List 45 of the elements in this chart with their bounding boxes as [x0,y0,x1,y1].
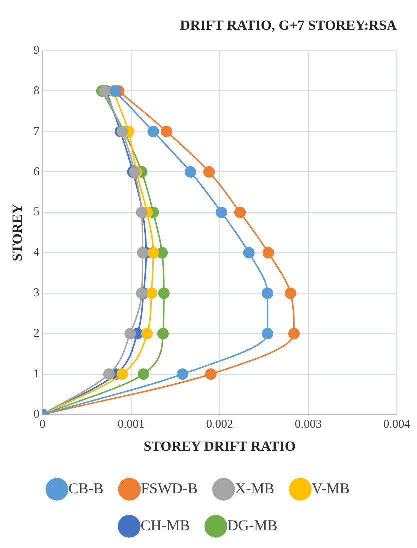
point [243,247,255,259]
point [176,368,188,380]
point [138,368,150,380]
point [284,288,296,300]
x-axis-title: STOREY DRIFT RATIO [144,440,296,456]
y-tick-label: 0 [34,406,40,421]
legend-label: CH-MB [140,518,190,534]
x-tick-label: 0.002 [206,417,234,432]
x-tick-label: 0.003 [294,417,322,432]
y-tick-label: 6 [34,164,40,178]
legend-label: X-MB [235,481,275,498]
point [205,368,217,380]
legend-label: DG-MB [228,518,278,534]
point [148,126,160,138]
point [204,166,216,178]
x-tick-label: 0.004 [384,417,410,432]
point [288,328,300,340]
point [158,288,170,300]
y-tick-label: 8 [34,83,40,98]
point [161,126,173,138]
chart-title: DRIFT RATIO, G+7 STOREY:RSA [180,19,398,34]
y-tick-label: 9 [34,42,40,57]
legend-label: FSWD-B [141,481,198,498]
point [262,247,274,259]
point [157,328,169,340]
point [124,328,136,340]
point [216,206,228,218]
point [262,328,274,340]
point [146,288,158,300]
legend-label: CB-B [68,481,104,498]
y-tick-label: 2 [34,326,40,340]
y-tick-label: 1 [34,366,40,381]
x-tick-label: 0.001 [118,417,145,432]
point [262,288,274,300]
y-tick-label: 3 [34,286,40,300]
point [234,206,246,218]
point [142,328,154,340]
point [103,368,115,380]
y-tick-label: 4 [34,245,40,260]
point [116,368,128,380]
point [184,166,196,178]
y-tick-label: 5 [34,204,40,219]
legend-label: V-MB [312,481,350,498]
y-axis-title: STOREY [11,204,26,262]
y-tick-label: 7 [34,124,40,138]
